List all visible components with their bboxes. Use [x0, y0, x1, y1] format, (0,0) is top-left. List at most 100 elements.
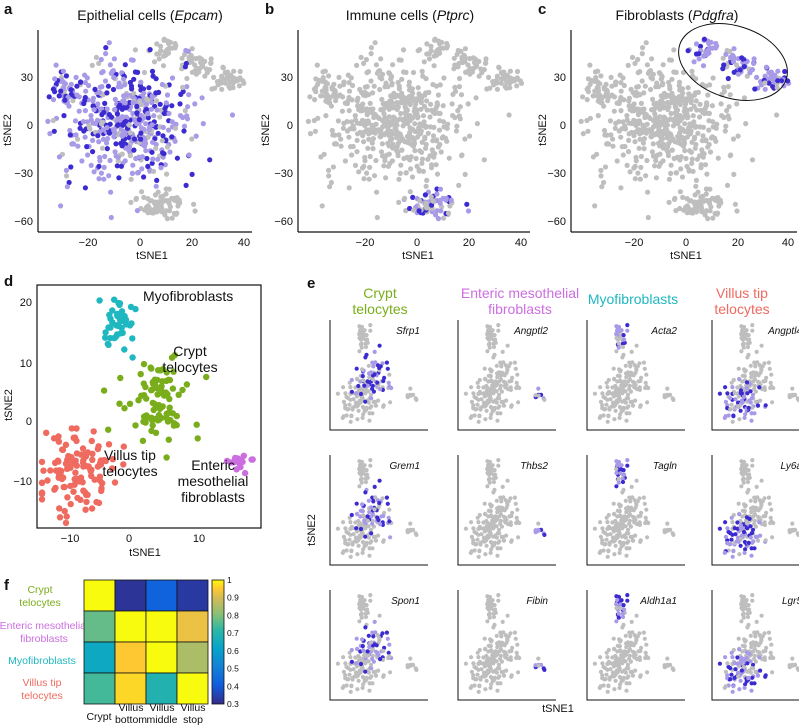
- cell-point: [366, 109, 372, 115]
- cell-point: [645, 535, 650, 540]
- cell-point: [359, 480, 364, 485]
- expressing-cell-point: [141, 174, 147, 180]
- cell-point: [491, 355, 496, 360]
- cell-point: [412, 106, 419, 113]
- expressing-cell-point: [365, 649, 370, 654]
- cell-point: [592, 88, 598, 94]
- villus-tip-point: [61, 507, 68, 515]
- cell-point: [427, 114, 433, 120]
- cell-point: [620, 355, 625, 360]
- villus-tip-point: [88, 437, 96, 445]
- cell-point: [704, 171, 710, 177]
- cell-point: [664, 147, 670, 153]
- cell-point: [348, 419, 353, 424]
- cell-point: [698, 194, 704, 200]
- expressing-cell-point: [349, 647, 354, 653]
- cell-point: [494, 633, 499, 638]
- cell-point: [489, 336, 494, 341]
- crypt-telocyte-point: [194, 435, 201, 442]
- cell-point: [362, 158, 368, 164]
- gene-label: Acta2: [650, 326, 677, 337]
- panel-letter: b: [265, 1, 274, 18]
- expressing-cell-point: [77, 125, 83, 131]
- cell-point: [620, 661, 625, 666]
- villus-tip-point: [56, 505, 63, 512]
- cell-point: [602, 164, 609, 170]
- expressing-cell-point: [737, 67, 743, 73]
- expressing-cell-point: [84, 144, 90, 150]
- expressing-cell-point: [752, 546, 757, 551]
- cell-point: [652, 163, 658, 169]
- cell-point: [605, 419, 610, 424]
- cell-point: [444, 45, 450, 51]
- cell-point: [487, 615, 492, 620]
- cell-point: [355, 417, 360, 422]
- cell-point: [598, 385, 603, 390]
- cell-point: [481, 385, 486, 390]
- cell-point: [740, 327, 745, 333]
- cell-point: [621, 405, 626, 410]
- cell-point: [607, 526, 612, 531]
- cell-point: [371, 669, 376, 675]
- cell-point: [619, 655, 624, 661]
- cell-point: [318, 154, 324, 160]
- expressing-cell-point: [118, 84, 124, 90]
- expressing-cell-point: [372, 349, 377, 354]
- cell-point: [319, 203, 325, 209]
- expressing-cell-point: [103, 45, 109, 51]
- expressing-cell-point: [95, 133, 101, 139]
- cell-point: [402, 103, 408, 110]
- cell-point: [340, 125, 346, 131]
- cell-point: [790, 521, 795, 526]
- cell-point: [495, 688, 500, 693]
- expressing-cell-point: [162, 105, 168, 112]
- x-tick-label: 10: [193, 533, 205, 545]
- cell-point: [456, 182, 462, 188]
- cell-point: [614, 335, 619, 341]
- cell-point: [494, 86, 500, 92]
- expressing-cell-point: [96, 176, 102, 182]
- expressing-cell-point: [98, 56, 104, 63]
- cell-point: [616, 100, 622, 107]
- gene-label: Grem1: [389, 461, 420, 472]
- cell-point: [649, 56, 655, 62]
- cell-point: [346, 134, 352, 140]
- cell-point: [348, 385, 353, 390]
- cell-point: [619, 650, 625, 655]
- cell-point: [512, 495, 518, 500]
- cell-point: [211, 74, 217, 80]
- cell-point: [753, 499, 758, 504]
- expressing-cell-point: [77, 79, 84, 85]
- cell-point: [493, 607, 498, 612]
- cell-point: [479, 397, 484, 402]
- expressing-cell-point: [61, 85, 67, 91]
- cell-point: [469, 520, 474, 525]
- expressing-cell-point: [110, 86, 117, 93]
- cell-point: [356, 678, 361, 683]
- cell-point: [790, 528, 795, 533]
- cell-point: [608, 667, 613, 672]
- cell-point: [395, 130, 401, 136]
- cell-point: [363, 479, 369, 485]
- cell-point: [156, 51, 162, 57]
- expressing-cell-point: [717, 391, 723, 396]
- cell-point: [485, 332, 490, 337]
- cell-point: [759, 365, 764, 371]
- cell-point: [626, 640, 631, 645]
- cell-point: [488, 637, 493, 642]
- cell-point: [633, 129, 639, 135]
- cell-point: [597, 685, 602, 691]
- cell-point: [469, 655, 474, 660]
- cell-point: [408, 521, 413, 526]
- expressing-cell-point: [729, 515, 734, 520]
- cell-point: [389, 100, 396, 106]
- cell-point: [361, 547, 366, 552]
- cell-point: [469, 534, 474, 540]
- expressing-cell-point: [143, 148, 149, 154]
- cell-point: [616, 394, 622, 400]
- expressing-cell-point: [119, 143, 125, 149]
- cell-point: [360, 367, 365, 372]
- expressing-cell-point: [119, 114, 125, 120]
- cell-point: [620, 625, 625, 630]
- cell-point: [368, 593, 373, 598]
